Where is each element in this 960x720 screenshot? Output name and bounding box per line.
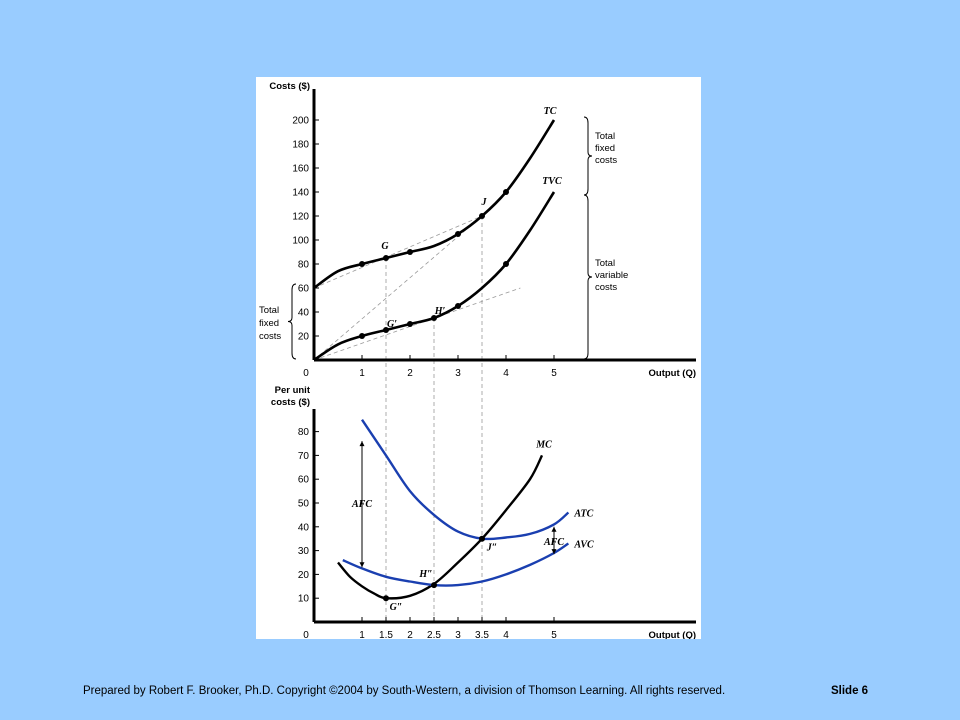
bottom-y-tick-label: 70 [298,451,310,462]
top-y-axis-label: Costs ($) [269,81,310,92]
top-x-tick-label: 2 [407,368,413,379]
bottom-y-tick-label: 50 [298,499,310,510]
curve-atc [361,419,570,541]
bottom-x-axis-label: Output (Q) [649,630,696,639]
bottom-y-tick-label: 40 [298,522,310,533]
top-y-tick-label: 100 [292,236,309,247]
afc-arrow-right-head-top [551,526,557,532]
afc-arrow-left-head-top [359,441,365,447]
bottom-y-tick-label: 80 [298,427,310,438]
left-fixed-costs-label: costs [259,331,281,342]
bottom-y-tick-label: 20 [298,570,310,581]
top-x-tick-label: 3 [455,368,461,379]
footer-credit: Prepared by Robert F. Brooker, Ph.D. Cop… [83,685,726,697]
top-y-tick-label: 20 [298,332,310,343]
bottom-point-label-3: J″ [486,543,498,554]
bottom-x-tick-label: 2.5 [427,630,441,639]
top-y-tick-label: 200 [292,116,309,127]
curve-mc [337,454,544,600]
marker-tc [383,255,389,261]
top-y-tick-label: 140 [292,188,309,199]
bottom-x-tick-label: 3 [455,630,461,639]
top-y-tick-label: 120 [292,212,309,223]
bottom-y-tick-label: 10 [298,594,310,605]
bottom-point-label-2: H″ [418,569,432,580]
bottom-x-tick-label: 4 [503,630,509,639]
left-fixed-costs-label: Total [259,305,279,316]
bottom-y-axis-label: costs ($) [271,397,310,408]
point-label-1: G [381,241,389,252]
afc-label-right: AFC [543,537,564,548]
top-origin-label: 0 [303,368,309,379]
tangent-ray-tvc [313,287,521,361]
marker-tc [359,261,365,267]
afc-arrow-left-head-bottom [359,562,365,568]
avc-label: AVC [573,539,594,550]
top-y-tick-label: 80 [298,260,310,271]
marker-tvc [455,303,461,309]
bottom-point-label-1: G″ [390,602,403,613]
top-y-tick-label: 180 [292,140,309,151]
marker-bottom-point [479,535,485,542]
slide-number: Slide 6 [831,685,869,697]
right-variable-costs-label: costs [595,282,617,293]
atc-label: ATC [573,509,593,520]
bottom-y-axis-label: Per unit [275,385,311,396]
tangent-ray-tc [313,215,483,361]
bottom-x-tick-label: 2 [407,630,413,639]
right-variable-costs-label: Total [595,258,615,269]
afc-label-left: AFC [351,499,372,510]
brace-total-variable-right [583,194,593,360]
brace-total-fixed-right [583,116,593,196]
brace-total-fixed-left [287,283,297,360]
marker-tvc [407,321,413,327]
marker-tvc [503,261,509,267]
top-y-tick-label: 160 [292,164,309,175]
bottom-origin-label: 0 [303,630,309,639]
left-fixed-costs-label: fixed [259,318,279,329]
top-x-tick-label: 5 [551,368,557,379]
marker-tvc [431,315,437,321]
top-x-axis-label: Output (Q) [649,368,696,379]
marker-tc [479,213,485,219]
curve-avc [342,542,570,587]
bottom-x-tick-label: 1.5 [379,630,393,639]
point-label-2: J [481,197,488,208]
bottom-y-tick-label: 60 [298,475,310,486]
right-fixed-costs-label: costs [595,155,617,166]
cost-curves-figure: Costs ($) Output (Q) 0 20 40 60 80 100 120 140 160… [256,77,701,639]
marker-tc [503,189,509,195]
bottom-y-tick-label: 30 [298,546,310,557]
point-label-3: G′ [387,319,397,330]
marker-tvc [359,333,365,339]
marker-tc [455,231,461,237]
tvc-label: TVC [542,176,562,187]
cost-curves-svg: Costs ($)Output (Q)020406080100120140160… [259,81,696,639]
marker-bottom-point [431,582,437,589]
top-y-tick-label: 60 [298,284,310,295]
point-label-4: H′ [434,306,446,317]
marker-tc [407,249,413,255]
marker-bottom-point [383,595,389,602]
afc-arrow-right-head-bottom [551,549,557,555]
bottom-x-tick-label: 5 [551,630,557,639]
right-variable-costs-label: variable [595,270,628,281]
mc-label: MC [535,439,552,450]
tangent-ray-tc-fixed [313,215,483,289]
top-x-tick-label: 1 [359,368,365,379]
right-fixed-costs-label: Total [595,131,615,142]
top-y-tick-label: 40 [298,308,310,319]
right-fixed-costs-label: fixed [595,143,615,154]
bottom-x-tick-label: 3.5 [475,630,489,639]
marker-tvc [383,327,389,333]
curve-tc [313,119,556,290]
bottom-x-tick-label: 1 [359,630,365,639]
tc-label: TC [544,106,557,117]
top-x-tick-label: 4 [503,368,509,379]
